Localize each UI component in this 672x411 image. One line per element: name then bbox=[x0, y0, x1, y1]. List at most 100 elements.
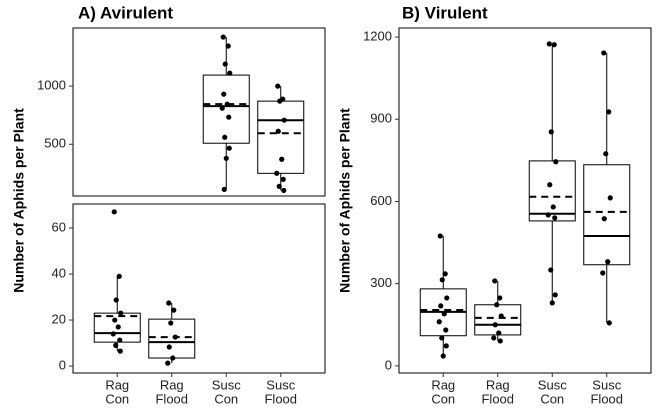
data-point bbox=[226, 114, 232, 120]
data-point bbox=[166, 300, 172, 306]
data-point bbox=[545, 212, 551, 218]
box bbox=[583, 164, 631, 266]
data-point bbox=[606, 320, 612, 326]
data-point bbox=[436, 319, 442, 325]
data-point bbox=[115, 324, 121, 330]
panel-frame bbox=[398, 27, 652, 374]
data-point bbox=[443, 343, 449, 349]
data-point bbox=[601, 50, 607, 56]
x-tick-label: Flood bbox=[155, 391, 188, 406]
y-axis-label: Number of Aphids per Plant bbox=[11, 108, 27, 293]
data-point bbox=[275, 83, 281, 89]
data-point bbox=[551, 42, 557, 48]
x-tick-label: Flood bbox=[264, 391, 297, 406]
x-tick-label: Susc bbox=[212, 377, 241, 392]
data-point bbox=[553, 159, 559, 165]
data-point bbox=[168, 320, 174, 326]
data-point bbox=[607, 195, 613, 201]
data-point bbox=[117, 348, 123, 354]
x-tick-label: Con bbox=[214, 391, 238, 406]
data-point bbox=[222, 61, 228, 67]
data-point bbox=[224, 101, 230, 107]
data-point bbox=[547, 182, 553, 188]
y-tick-label: 0 bbox=[385, 357, 392, 372]
data-point bbox=[492, 278, 498, 284]
data-point bbox=[600, 270, 606, 276]
data-point bbox=[439, 277, 445, 283]
data-point bbox=[223, 155, 229, 161]
data-point bbox=[113, 342, 119, 348]
x-tick-label: Rag bbox=[105, 377, 129, 392]
x-tick-label: Flood bbox=[481, 391, 514, 406]
data-point bbox=[444, 295, 450, 301]
data-point bbox=[492, 322, 498, 328]
data-point bbox=[165, 360, 171, 366]
data-point bbox=[548, 129, 554, 135]
panel-frame bbox=[72, 203, 326, 374]
x-tick-label: Susc bbox=[538, 377, 567, 392]
box bbox=[93, 312, 141, 343]
data-point bbox=[494, 302, 500, 308]
y-tick-label: 0 bbox=[59, 358, 66, 373]
box bbox=[257, 100, 305, 174]
data-point bbox=[605, 259, 611, 265]
data-point bbox=[118, 310, 124, 316]
data-point bbox=[496, 330, 502, 336]
data-point bbox=[113, 297, 119, 303]
data-point bbox=[221, 186, 227, 192]
data-point bbox=[442, 271, 448, 277]
y-tick-label: 1000 bbox=[37, 78, 66, 93]
box bbox=[474, 304, 522, 336]
y-tick-label: 60 bbox=[52, 219, 66, 234]
data-point bbox=[439, 335, 445, 341]
data-point bbox=[172, 334, 178, 340]
data-point bbox=[226, 145, 232, 151]
data-point bbox=[280, 176, 286, 182]
data-point bbox=[497, 338, 503, 344]
data-point bbox=[498, 313, 504, 319]
data-point bbox=[112, 317, 118, 323]
y-tick-label: 1200 bbox=[363, 28, 392, 43]
data-point bbox=[220, 34, 226, 40]
data-point bbox=[222, 134, 228, 140]
x-tick-label: Rag bbox=[431, 377, 455, 392]
data-point bbox=[171, 307, 177, 313]
x-tick-label: Rag bbox=[160, 377, 184, 392]
data-point bbox=[275, 128, 281, 134]
y-axis-label: Number of Aphids per Plant bbox=[337, 108, 353, 293]
data-point bbox=[549, 300, 555, 306]
panel-frame bbox=[72, 27, 326, 197]
data-point bbox=[221, 91, 227, 97]
data-point bbox=[110, 331, 116, 337]
data-point bbox=[491, 335, 497, 341]
data-point bbox=[552, 215, 558, 221]
data-point bbox=[546, 41, 552, 47]
data-point bbox=[281, 187, 287, 194]
box bbox=[202, 74, 250, 144]
data-point bbox=[552, 292, 558, 298]
data-point bbox=[279, 156, 285, 162]
data-point bbox=[277, 98, 283, 104]
y-tick-label: 300 bbox=[370, 275, 392, 290]
x-tick-label: Flood bbox=[590, 391, 623, 406]
data-point bbox=[274, 170, 280, 176]
data-point bbox=[550, 204, 556, 210]
y-tick-label: 40 bbox=[52, 265, 66, 280]
y-tick-label: 900 bbox=[370, 111, 392, 126]
data-point bbox=[219, 105, 225, 111]
data-point bbox=[497, 295, 503, 301]
data-point bbox=[116, 273, 122, 279]
data-point bbox=[111, 209, 117, 215]
x-tick-label: Susc bbox=[266, 377, 295, 392]
data-point bbox=[437, 233, 443, 239]
data-point bbox=[606, 109, 612, 115]
data-point bbox=[603, 151, 609, 157]
data-point bbox=[170, 355, 176, 361]
x-tick-label: Con bbox=[540, 391, 564, 406]
data-point bbox=[438, 303, 444, 309]
box bbox=[528, 160, 576, 222]
data-point bbox=[225, 43, 231, 49]
x-tick-label: Con bbox=[431, 391, 455, 406]
y-tick-label: 20 bbox=[52, 311, 66, 326]
